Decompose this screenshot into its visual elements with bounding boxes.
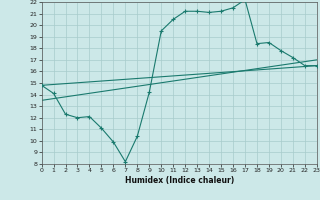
- X-axis label: Humidex (Indice chaleur): Humidex (Indice chaleur): [124, 176, 234, 185]
